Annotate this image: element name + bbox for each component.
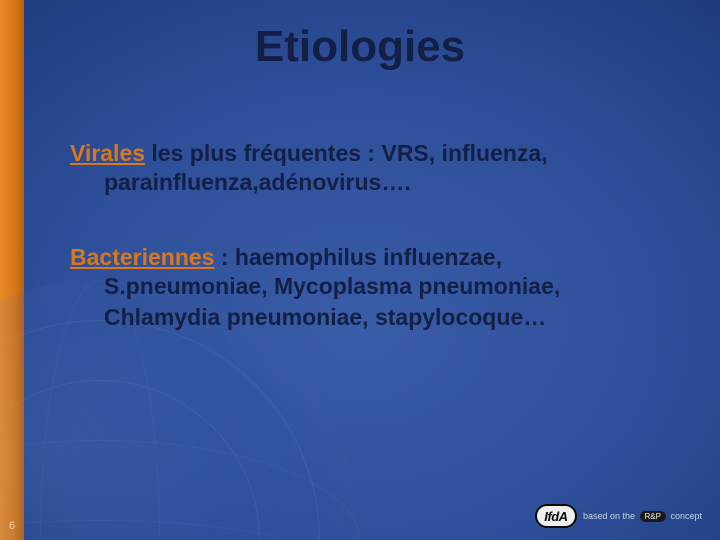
etiology-block-bacterial: Bacteriennes : haemophilus influenzae, S… — [70, 244, 680, 333]
etiology-block-viral: Virales les plus fréquentes : VRS, influ… — [70, 140, 680, 198]
tag-after: concept — [670, 511, 702, 521]
page-number: 6 — [4, 520, 20, 532]
line-rest: : haemophilus influenzae, — [214, 244, 502, 270]
slide-title: Etiologies — [0, 22, 720, 72]
logo-mark: IfdA — [535, 504, 577, 528]
continuation-line: S.pneumoniae, Mycoplasma pneumoniae, Chl… — [104, 271, 680, 333]
lead-term: Virales — [70, 140, 145, 166]
tag-pill: R&P — [640, 511, 666, 522]
line-rest: les plus fréquentes : VRS, influenza, — [145, 140, 548, 166]
lead-term: Bacteriennes — [70, 244, 214, 270]
continuation-line: parainfluenza,adénovirus…. — [104, 167, 680, 198]
footer-logo: IfdA based on the R&P concept — [535, 504, 702, 528]
tag-before: based on the — [583, 511, 635, 521]
slide-body: Virales les plus fréquentes : VRS, influ… — [70, 140, 680, 379]
logo-tagline: based on the R&P concept — [583, 511, 702, 522]
